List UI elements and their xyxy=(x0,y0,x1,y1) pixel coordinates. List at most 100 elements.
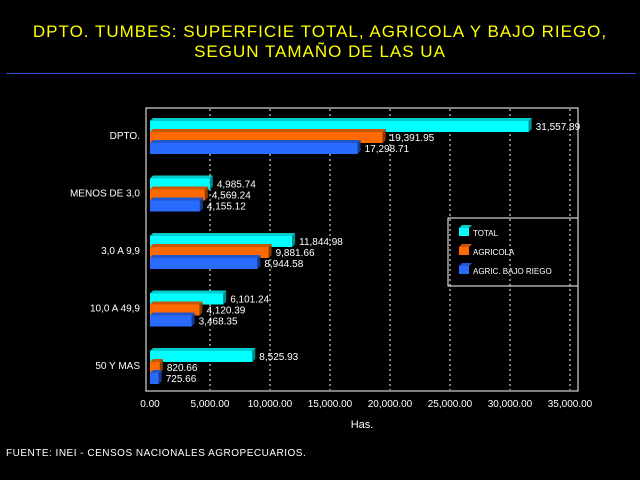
bar-front-face xyxy=(150,315,192,327)
category-label: DPTO. xyxy=(110,131,140,142)
bar-front-face xyxy=(150,258,258,269)
x-tick-label: 10,000.00 xyxy=(248,399,293,410)
bar-side-face xyxy=(357,140,361,154)
legend-label: AGRICOLA xyxy=(473,248,515,257)
bar-front-face xyxy=(150,200,200,212)
bar-side-face xyxy=(199,197,203,212)
bar-front-face xyxy=(150,132,383,143)
bar xyxy=(150,255,261,269)
x-tick-label: 0.00 xyxy=(140,399,160,410)
bar xyxy=(150,290,227,305)
bar-top-face xyxy=(150,290,227,294)
bar-value-label: 3,468.35 xyxy=(199,317,238,328)
bar xyxy=(150,301,203,316)
source-note: FUENTE: INEI - CENSOS NACIONALES AGROPEC… xyxy=(6,448,307,459)
bar-value-label: 17,298.71 xyxy=(365,144,410,155)
bar xyxy=(150,175,213,190)
bar-side-face xyxy=(191,312,195,327)
bar-side-face xyxy=(159,359,163,373)
bar-side-face xyxy=(257,255,261,269)
bar-side-face xyxy=(292,233,296,247)
chart-title-line-2: SEGUN TAMAÑO DE LAS UA xyxy=(194,42,446,61)
bar-top-face xyxy=(150,197,203,201)
legend-swatch-top xyxy=(459,225,472,228)
bar-top-face xyxy=(150,370,162,373)
category-label: 10,0 A 49,9 xyxy=(90,304,140,315)
bar-top-face xyxy=(150,233,296,236)
bar-top-face xyxy=(150,118,532,121)
bar-side-face xyxy=(252,348,256,362)
x-tick-label: 15,000.00 xyxy=(308,399,353,410)
bar-value-label: 6,101.24 xyxy=(230,295,269,306)
bar xyxy=(150,370,162,384)
bar xyxy=(150,312,195,327)
bar-side-face xyxy=(223,290,227,305)
bar-front-face xyxy=(150,121,529,132)
bar-front-face xyxy=(150,143,358,154)
chart-title-line-1: DPTO. TUMBES: SUPERFICIE TOTAL, AGRICOLA… xyxy=(32,22,608,41)
bar-top-face xyxy=(150,186,208,190)
legend-label: AGRIC. BAJO RIEGO xyxy=(473,267,552,276)
bar-value-label: 4,985.74 xyxy=(217,180,256,191)
bar-value-label: 4,569.24 xyxy=(212,191,251,202)
legend-box xyxy=(447,217,579,287)
bar-side-face xyxy=(382,129,386,143)
bar-side-face xyxy=(528,118,532,132)
x-tick-label: 25,000.00 xyxy=(428,399,473,410)
bar-front-face xyxy=(150,304,200,316)
bar xyxy=(150,118,532,132)
bar-top-face xyxy=(150,129,386,132)
bar-value-label: 8,525.93 xyxy=(259,352,298,363)
bar-front-face xyxy=(150,247,269,258)
bar-front-face xyxy=(150,362,160,373)
bar xyxy=(150,244,272,258)
bar-side-face xyxy=(199,301,203,316)
bar-front-face xyxy=(150,293,224,305)
x-tick-labels: 0.00 5,000.00 10,000.00 15,000.00 20,000.00 2… xyxy=(140,399,592,410)
title-divider xyxy=(6,73,636,74)
bar-top-face xyxy=(150,312,195,316)
legend-item: TOTAL xyxy=(459,225,499,238)
legend-item: AGRIC. BAJO RIEGO xyxy=(459,263,552,276)
legend-swatch xyxy=(459,228,469,236)
bar-side-face xyxy=(268,244,272,258)
bar-front-face xyxy=(150,178,210,190)
legend-swatch xyxy=(459,266,469,274)
x-tick-label: 5,000.00 xyxy=(191,399,230,410)
bar-top-face xyxy=(150,359,163,362)
bar-top-face xyxy=(150,255,261,258)
bar-top-face xyxy=(150,140,361,143)
bar-side-face xyxy=(204,186,208,201)
category-label: MENOS DE 3,0 xyxy=(70,189,140,200)
bar-front-face xyxy=(150,189,205,201)
bar-value-label: 19,391.95 xyxy=(390,133,435,144)
legend-swatch-top xyxy=(459,244,472,247)
bar-top-face xyxy=(150,301,203,305)
x-tick-label: 30,000.00 xyxy=(488,399,533,410)
bar xyxy=(150,197,203,212)
legend-swatch xyxy=(459,247,469,255)
bar-front-face xyxy=(150,236,293,247)
bars xyxy=(150,118,532,384)
bar-value-label: 820.66 xyxy=(167,363,198,374)
category-label: 3,0 A 9,9 xyxy=(101,246,140,257)
bar-value-label: 4,120.39 xyxy=(206,306,245,317)
category-label: 50 Y MAS xyxy=(95,361,140,372)
bar-top-face xyxy=(150,244,272,247)
x-axis-label: Has. xyxy=(351,419,374,431)
bar-front-face xyxy=(150,351,253,362)
bar xyxy=(150,186,208,201)
bar xyxy=(150,140,361,154)
legend-item: AGRICOLA xyxy=(459,244,515,257)
x-tick-label: 35,000.00 xyxy=(548,399,593,410)
bar xyxy=(150,359,163,373)
bar-value-label: 31,557.89 xyxy=(536,122,581,133)
bar-side-face xyxy=(158,370,162,384)
bar-value-label: 11,844.98 xyxy=(299,237,343,248)
bar xyxy=(150,233,296,247)
bar-top-face xyxy=(150,348,256,351)
category-labels: DPTO. MENOS DE 3,0 3,0 A 9,9 10,0 A 49,9 50 … xyxy=(70,131,140,372)
bar-value-label: 4,155.12 xyxy=(207,202,246,213)
